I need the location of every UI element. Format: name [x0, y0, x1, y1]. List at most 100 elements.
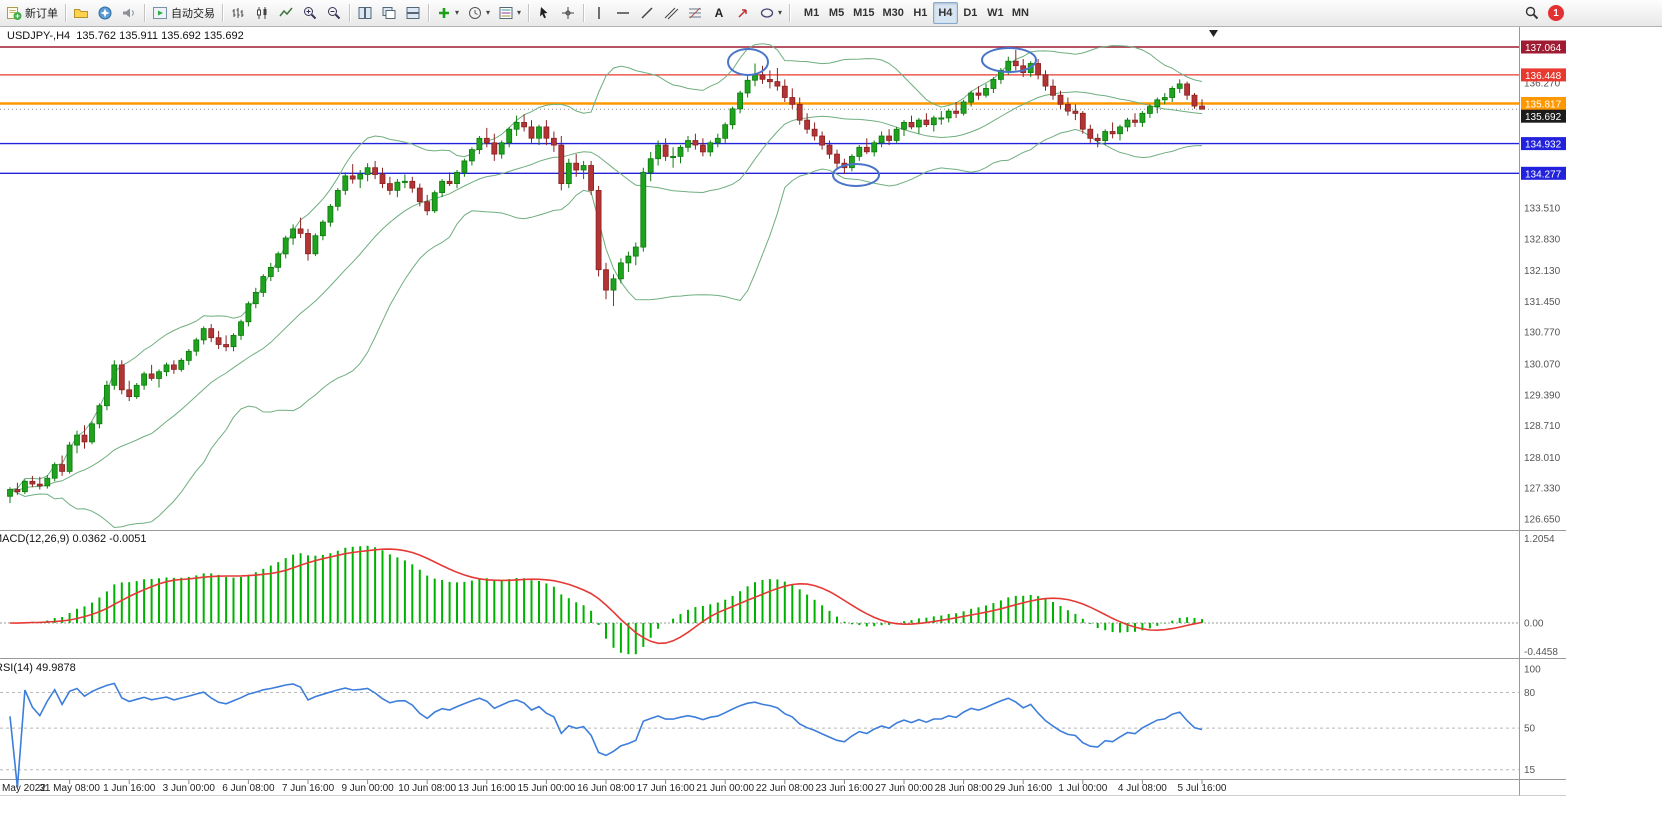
profiles-button[interactable]	[69, 2, 93, 24]
text-tool-button[interactable]: A	[707, 2, 731, 24]
svg-text:1.2054: 1.2054	[1524, 534, 1555, 545]
cascade-windows-button[interactable]	[377, 2, 401, 24]
zoom-in-button[interactable]	[298, 2, 322, 24]
arrow-label-tool-button[interactable]	[731, 2, 755, 24]
svg-text:128.010: 128.010	[1524, 453, 1561, 464]
toolbar: 新订单 自动交易 ▾ ▾ ▾ A ▾ M1 M5 M15 M30 H1 H4 D1 W1 MN …	[0, 0, 1662, 27]
svg-text:127.330: 127.330	[1524, 484, 1561, 495]
svg-text:137.064: 137.064	[1525, 43, 1562, 54]
new-order-label: 新订单	[25, 8, 58, 20]
navigator-button[interactable]	[93, 2, 117, 24]
timeframe-group: M1 M5 M15 M30 H1 H4 D1 W1 MN	[799, 2, 1033, 24]
shapes-tool-button[interactable]: ▾	[755, 2, 786, 24]
horizontal-line-tool-button[interactable]	[611, 2, 635, 24]
tile-windows-button[interactable]	[353, 2, 377, 24]
indicators-button[interactable]: ▾	[432, 2, 463, 24]
channel-tool-button[interactable]	[659, 2, 683, 24]
svg-text:4 Jul 08:00: 4 Jul 08:00	[1118, 783, 1167, 794]
rsi-panel	[0, 682, 1519, 788]
timeframe-button-m1[interactable]: M1	[799, 2, 824, 24]
svg-text:13 Jun 16:00: 13 Jun 16:00	[458, 783, 516, 794]
auto-trading-button[interactable]: 自动交易	[148, 2, 219, 24]
line-chart-button[interactable]	[274, 2, 298, 24]
trendline-icon	[641, 7, 653, 19]
svg-text:128.710: 128.710	[1524, 421, 1561, 432]
vertical-line-icon	[598, 7, 600, 19]
chevron-down-icon: ▾	[455, 8, 460, 17]
svg-text:15 Jun 00:00: 15 Jun 00:00	[517, 783, 575, 794]
search-button[interactable]	[1520, 2, 1544, 24]
svg-text:5 Jul 16:00: 5 Jul 16:00	[1178, 783, 1227, 794]
chevron-down-icon: ▾	[517, 8, 522, 17]
svg-text:136.448: 136.448	[1525, 71, 1562, 82]
svg-text:130.770: 130.770	[1524, 328, 1561, 339]
speaker-icon	[123, 8, 134, 18]
svg-text:134.932: 134.932	[1525, 140, 1562, 151]
macd-axis: 1.2054 0.00 -0.4458	[1524, 534, 1558, 658]
new-order-button[interactable]: 新订单	[2, 2, 62, 24]
timeframe-button-h4[interactable]: H4	[932, 2, 958, 24]
zoom-out-button[interactable]	[322, 2, 346, 24]
candlestick-icon	[257, 7, 267, 19]
rsi-axis: 100 80 50 15	[1524, 664, 1541, 776]
svg-text:126.650: 126.650	[1524, 515, 1561, 526]
svg-text:10 Jun 08:00: 10 Jun 08:00	[398, 783, 456, 794]
svg-text:29 Jun 16:00: 29 Jun 16:00	[994, 783, 1052, 794]
toolbar-separator	[65, 4, 66, 22]
clock-icon	[469, 7, 482, 19]
periodicity-button[interactable]: ▾	[463, 2, 494, 24]
timeframe-button-m15[interactable]: M15	[849, 2, 878, 24]
timeframe-button-mn[interactable]: MN	[1008, 2, 1033, 24]
svg-text:3 Jun 00:00: 3 Jun 00:00	[163, 783, 216, 794]
channel-icon	[664, 7, 679, 20]
profiles-icon	[74, 9, 88, 18]
toolbar-separator	[144, 4, 145, 22]
vertical-line-tool-button[interactable]	[587, 2, 611, 24]
notification-badge[interactable]: 1	[1548, 5, 1564, 21]
candles	[7, 30, 1218, 504]
ohlc-readout: USDJPY-,H4 135.762 135.911 135.692 135.6…	[7, 30, 244, 42]
timeframe-button-m30[interactable]: M30	[878, 2, 907, 24]
svg-text:133.510: 133.510	[1524, 204, 1561, 215]
bar-chart-button[interactable]	[226, 2, 250, 24]
svg-text:50: 50	[1524, 724, 1536, 735]
zoom-out-icon	[328, 7, 341, 20]
svg-text:17 Jun 16:00: 17 Jun 16:00	[637, 783, 695, 794]
cursor-tool-button[interactable]	[532, 2, 556, 24]
svg-text:31 May 08:00: 31 May 08:00	[39, 783, 100, 794]
horizontal-line-icon	[617, 12, 630, 14]
arrange-windows-icon	[406, 7, 420, 19]
arrange-windows-button[interactable]	[401, 2, 425, 24]
svg-text:A: A	[715, 6, 724, 20]
timeframe-button-w1[interactable]: W1	[983, 2, 1008, 24]
cascade-windows-icon	[382, 7, 396, 19]
tile-windows-icon	[358, 7, 372, 19]
shapes-ellipse-icon	[760, 8, 774, 18]
trendline-tool-button[interactable]	[635, 2, 659, 24]
text-tool-icon: A	[715, 6, 724, 20]
toolbar-separator	[583, 4, 585, 22]
timeframe-button-d1[interactable]: D1	[958, 2, 983, 24]
chevron-down-icon: ▾	[486, 8, 491, 17]
macd-panel	[0, 545, 1519, 655]
svg-text:0.00: 0.00	[1524, 619, 1544, 630]
svg-text:23 Jun 16:00: 23 Jun 16:00	[815, 783, 873, 794]
template-icon	[499, 7, 513, 19]
templates-button[interactable]: ▾	[494, 2, 525, 24]
svg-text:131.450: 131.450	[1524, 297, 1561, 308]
svg-text:May 2022: May 2022	[2, 783, 46, 794]
alerts-button[interactable]	[117, 2, 141, 24]
navigator-icon	[98, 6, 112, 20]
indicators-plus-icon	[439, 8, 449, 18]
timeframe-button-h1[interactable]: H1	[908, 2, 933, 24]
candlestick-chart-button[interactable]	[250, 2, 274, 24]
new-order-icon	[7, 7, 22, 20]
price-axis: 136.995136.270133.510132.830132.130131.4…	[1521, 40, 1566, 526]
crosshair-tool-button[interactable]	[556, 2, 580, 24]
line-chart-icon	[279, 7, 293, 17]
toolbar-right-pad	[1564, 13, 1660, 14]
timeframe-button-m5[interactable]: M5	[824, 2, 849, 24]
fibonacci-tool-button[interactable]	[683, 2, 707, 24]
